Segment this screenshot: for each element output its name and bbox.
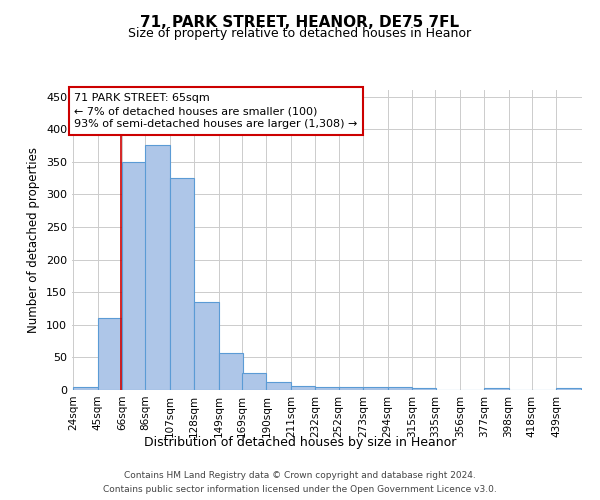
Bar — [170, 178, 194, 390]
Bar — [98, 318, 122, 390]
Bar — [219, 353, 243, 390]
Y-axis label: Number of detached properties: Number of detached properties — [28, 147, 40, 333]
Text: Distribution of detached houses by size in Heanor: Distribution of detached houses by size … — [144, 436, 456, 449]
Text: Size of property relative to detached houses in Heanor: Size of property relative to detached ho… — [128, 28, 472, 40]
Bar — [388, 386, 412, 390]
Bar — [291, 386, 316, 390]
Text: Contains HM Land Registry data © Crown copyright and database right 2024.: Contains HM Land Registry data © Crown c… — [124, 472, 476, 480]
Text: 71, PARK STREET, HEANOR, DE75 7FL: 71, PARK STREET, HEANOR, DE75 7FL — [140, 15, 460, 30]
Bar — [122, 162, 146, 390]
Bar — [73, 386, 98, 390]
Bar — [484, 388, 509, 390]
Bar — [316, 386, 340, 390]
Bar — [412, 388, 436, 390]
Bar — [556, 388, 581, 390]
Bar — [145, 146, 170, 390]
Bar — [338, 386, 363, 390]
Bar — [194, 302, 219, 390]
Bar — [266, 382, 291, 390]
Bar — [242, 373, 266, 390]
Text: Contains public sector information licensed under the Open Government Licence v3: Contains public sector information licen… — [103, 484, 497, 494]
Bar — [363, 386, 388, 390]
Text: 71 PARK STREET: 65sqm
← 7% of detached houses are smaller (100)
93% of semi-deta: 71 PARK STREET: 65sqm ← 7% of detached h… — [74, 93, 358, 130]
